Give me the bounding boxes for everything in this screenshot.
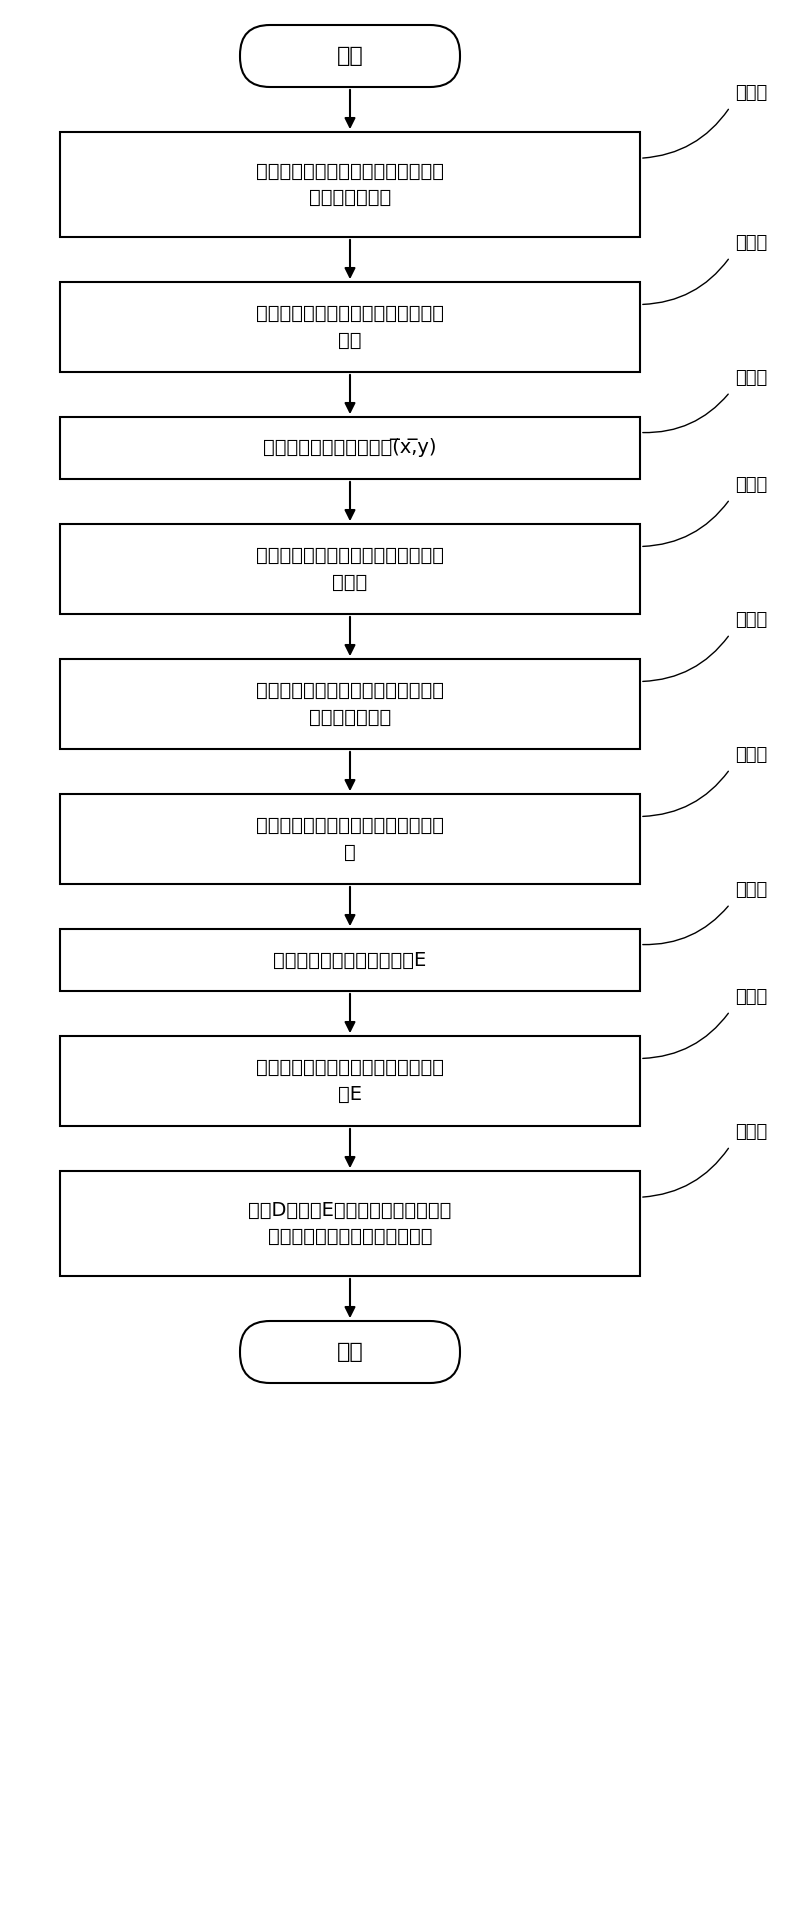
Text: 步骤五: 步骤五 — [735, 611, 767, 629]
Text: 直径D和能量E分别为横纵坐标的激光
光强分布曲线，计算激光发散角: 直径D和能量E分别为横纵坐标的激光 光强分布曲线，计算激光发散角 — [248, 1201, 452, 1245]
Text: 步骤二: 步骤二 — [735, 233, 767, 253]
Text: 步骤八: 步骤八 — [735, 987, 767, 1006]
Bar — [60, 1035, 640, 1126]
Bar — [60, 524, 640, 613]
Text: 计算控制单元控制一维电控平台的移
动: 计算控制单元控制一维电控平台的移 动 — [256, 816, 444, 862]
Text: 使得小孔光阑阵列上的最大透光小孔
处于激光光路上: 使得小孔光阑阵列上的最大透光小孔 处于激光光路上 — [256, 162, 444, 206]
Text: 步骤三: 步骤三 — [735, 368, 767, 388]
Text: 步骤四: 步骤四 — [735, 476, 767, 494]
Text: 控制模块根据控制信号控制二维电控
移动平台的移动: 控制模块根据控制信号控制二维电控 移动平台的移动 — [256, 681, 444, 727]
Bar — [60, 794, 640, 885]
Text: 开始: 开始 — [337, 46, 363, 66]
FancyBboxPatch shape — [240, 25, 460, 87]
FancyBboxPatch shape — [240, 1321, 460, 1382]
Bar — [60, 131, 640, 237]
Text: 步骤七: 步骤七 — [735, 881, 767, 898]
Text: 步骤六: 步骤六 — [735, 746, 767, 763]
Bar — [60, 416, 640, 478]
Text: 结束: 结束 — [337, 1342, 363, 1361]
Text: 能量计采集此时的激光能量E: 能量计采集此时的激光能量E — [274, 951, 426, 970]
Text: 图像处理模块对接收的光斑图像进行
处理: 图像处理模块对接收的光斑图像进行 处理 — [256, 305, 444, 349]
Text: 计算每一透光小孔对应的激光光斑能
量E: 计算每一透光小孔对应的激光光斑能 量E — [256, 1058, 444, 1103]
Text: 步骤一: 步骤一 — [735, 85, 767, 102]
Text: 激光光斑的中心位置坐标(̅x,̅y): 激光光斑的中心位置坐标(̅x,̅y) — [263, 438, 437, 457]
Text: 步骤九: 步骤九 — [735, 1122, 767, 1141]
Bar — [60, 659, 640, 748]
Bar — [60, 281, 640, 372]
Bar — [60, 1170, 640, 1276]
Text: 信号生成模块生成控制信号传输给控
制模块: 信号生成模块生成控制信号传输给控 制模块 — [256, 546, 444, 592]
Bar — [60, 929, 640, 991]
